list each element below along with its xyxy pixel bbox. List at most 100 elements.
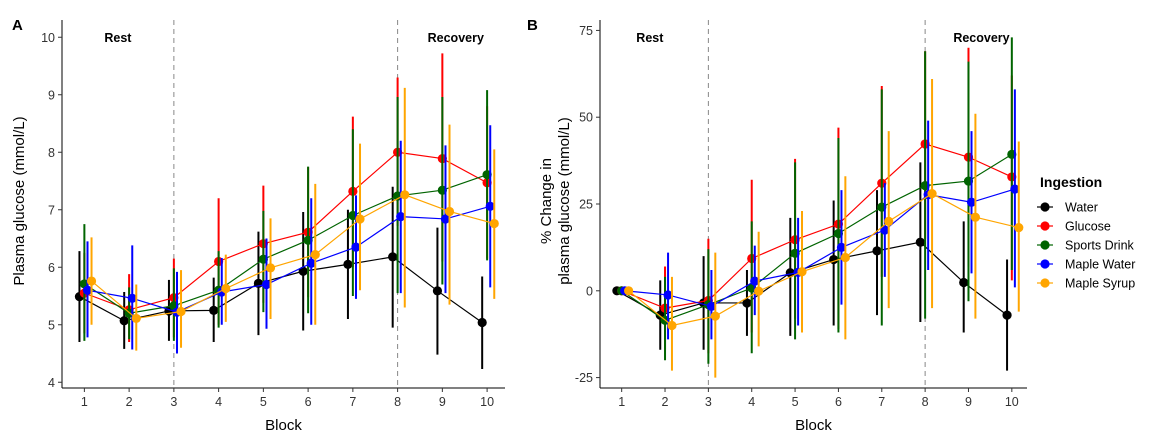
- x-tick-label: 3: [705, 395, 712, 409]
- legend-key-marker: [1040, 240, 1050, 250]
- x-tick-label: 7: [878, 395, 885, 409]
- series-line: [79, 256, 483, 323]
- legend-item-maple-water: Maple Water: [1037, 258, 1135, 272]
- series-line: [628, 192, 1019, 327]
- legend-item-sports-drink: Sports Drink: [1037, 239, 1135, 253]
- series-line: [91, 194, 495, 320]
- data-point: [444, 206, 455, 217]
- legend-item-label: Sports Drink: [1065, 239, 1135, 253]
- series-maple-syrup: [86, 87, 499, 351]
- data-point: [966, 197, 977, 207]
- y-tick-label: 6: [48, 261, 55, 275]
- data-point: [797, 267, 807, 277]
- data-point: [265, 263, 276, 273]
- panel-b: B -25 0 25 50 75 1 2 3 4 5 6 7 8 9 10 Block % Change in pl…: [527, 17, 1027, 434]
- data-point: [840, 252, 850, 263]
- series-glucose: [617, 47, 1017, 354]
- data-point: [440, 214, 451, 224]
- data-point: [119, 316, 129, 326]
- data-point: [742, 298, 752, 308]
- data-point: [396, 212, 406, 222]
- legend-title: Ingestion: [1040, 174, 1102, 190]
- data-point: [1002, 310, 1012, 320]
- x-tick-label: 9: [439, 395, 446, 409]
- y-tick-label: -25: [575, 371, 593, 385]
- phase-annotation: Rest: [636, 31, 664, 45]
- data-point: [209, 305, 219, 315]
- legend-item-label: Glucose: [1065, 220, 1111, 234]
- legend-item-label: Water: [1065, 201, 1098, 215]
- data-point: [477, 317, 487, 328]
- data-point: [1014, 223, 1024, 233]
- data-point: [710, 311, 720, 321]
- series-line: [616, 241, 1008, 316]
- data-point: [86, 276, 97, 286]
- x-tick-label: 10: [480, 395, 494, 409]
- series-glucose: [79, 53, 492, 342]
- legend-item-label: Maple Water: [1065, 258, 1135, 272]
- data-point: [485, 201, 495, 211]
- x-tick-label: 5: [260, 395, 267, 409]
- panel-a: A 4 5 6 7 8 9 10 1 2 3 4 5 6 7 8 9 10 Block Plasma glucose …: [11, 17, 505, 434]
- data-point: [131, 313, 141, 324]
- data-point: [970, 212, 981, 222]
- panel-label: A: [12, 17, 23, 34]
- y-axis-title-line: % Change in: [538, 158, 555, 244]
- series-maple-water: [620, 89, 1020, 340]
- series-line: [87, 205, 491, 313]
- data-point: [706, 301, 717, 312]
- data-point: [306, 258, 316, 268]
- series-line: [621, 143, 1013, 309]
- data-point: [489, 218, 499, 229]
- x-tick-label: 6: [835, 395, 842, 409]
- legend-item-label: Maple Syrup: [1065, 277, 1135, 291]
- series-maple-water: [82, 125, 495, 354]
- legend-key-marker: [1040, 259, 1050, 269]
- x-tick-label: 2: [662, 395, 669, 409]
- data-point: [1010, 184, 1020, 194]
- data-point: [663, 290, 673, 300]
- y-tick-label: 50: [579, 111, 593, 125]
- y-tick-label: 0: [586, 284, 593, 298]
- series-line: [84, 174, 488, 314]
- x-tick-label: 3: [170, 395, 177, 409]
- data-point: [351, 242, 361, 252]
- data-point: [754, 286, 764, 296]
- y-tick-label: 8: [48, 146, 55, 160]
- legend-key-marker: [1040, 202, 1050, 212]
- data-point: [310, 250, 320, 260]
- data-point: [176, 306, 186, 317]
- phase-annotation: Recovery: [428, 31, 484, 45]
- y-tick-label: 4: [48, 376, 55, 390]
- x-tick-label: 5: [792, 395, 799, 409]
- x-tick-label: 8: [394, 395, 401, 409]
- data-point: [880, 225, 890, 235]
- series-line: [624, 188, 1016, 308]
- x-tick-label: 4: [215, 395, 222, 409]
- phase-annotation: Recovery: [953, 31, 1009, 45]
- data-point: [432, 286, 443, 296]
- data-point: [221, 283, 231, 294]
- x-tick-label: 7: [349, 395, 356, 409]
- series-sports-drink: [79, 90, 492, 341]
- data-point: [343, 259, 353, 269]
- data-point: [298, 266, 308, 276]
- data-point: [261, 279, 272, 290]
- series-line: [621, 153, 1013, 321]
- data-point: [836, 242, 847, 252]
- data-point: [624, 286, 634, 296]
- series-maple-syrup: [624, 79, 1024, 378]
- y-tick-label: 75: [579, 24, 593, 38]
- series-sports-drink: [617, 37, 1017, 364]
- x-tick-label: 10: [1005, 395, 1019, 409]
- data-point: [785, 268, 795, 278]
- data-point: [927, 188, 937, 199]
- data-point: [388, 252, 398, 262]
- x-tick-label: 4: [748, 395, 755, 409]
- data-point: [884, 216, 894, 226]
- legend-items: Water Glucose Sports Drink Maple Water Maple…: [1037, 201, 1135, 291]
- series-water: [74, 186, 487, 370]
- data-point: [667, 320, 677, 331]
